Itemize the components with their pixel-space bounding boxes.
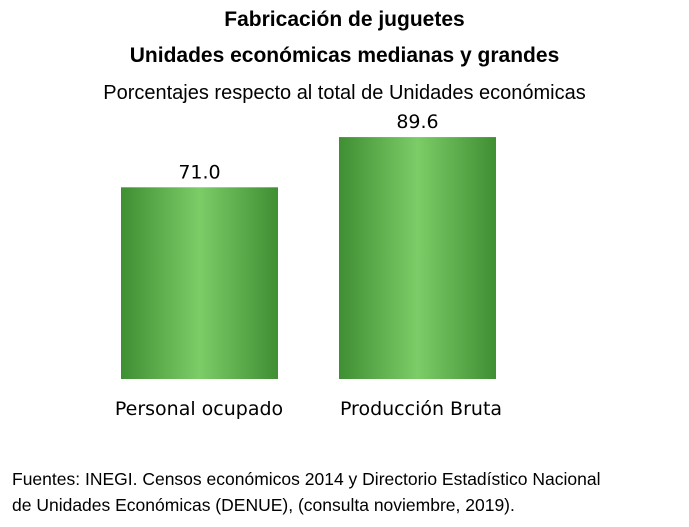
source-line-1: Fuentes: INEGI. Censos económicos 2014 y… (12, 469, 601, 489)
bar-chart: 71.0 Personal ocupado 89.6 Producción Bruta (115, 111, 502, 420)
category-label-2: Producción Bruta (340, 398, 502, 420)
bar-value-label-1: 71.0 (178, 161, 220, 183)
chart-subtitle-units: Porcentajes respecto al total de Unidade… (103, 82, 586, 104)
bar-2 (339, 137, 496, 379)
chart-subtitle: Unidades económicas medianas y grandes (129, 44, 560, 67)
source-line-2: de Unidades Económicas (DENUE), (consult… (12, 495, 515, 515)
source-note: Fuentes: INEGI. Censos económicos 2014 y… (12, 466, 684, 518)
category-label-1: Personal ocupado (115, 398, 283, 420)
bar-value-label-2: 89.6 (396, 111, 438, 133)
bar-1 (121, 187, 278, 379)
chart-title: Fabricación de juguetes (224, 8, 465, 31)
